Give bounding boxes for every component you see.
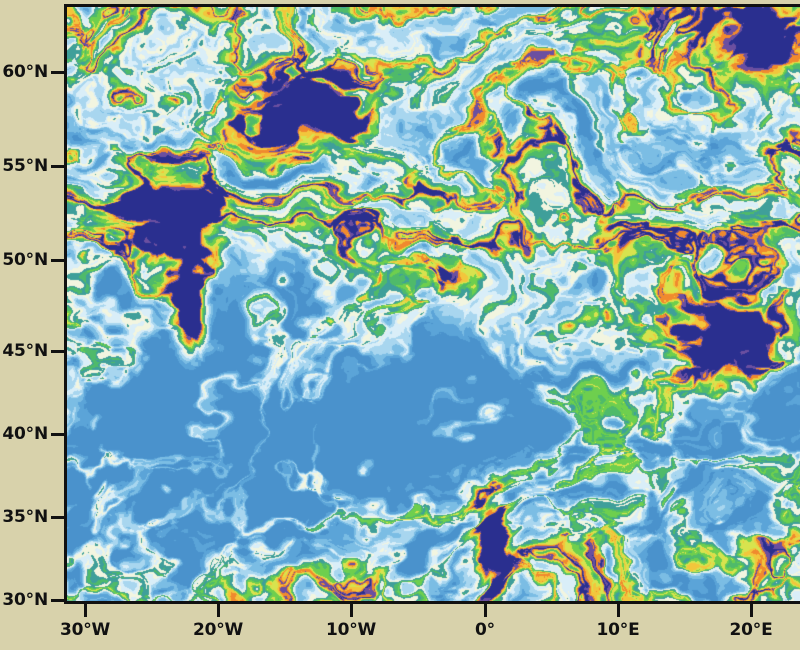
y-tick-label: 50°N bbox=[2, 250, 48, 270]
x-tick-label: 0° bbox=[475, 620, 495, 640]
y-tick-mark bbox=[51, 433, 64, 436]
x-tick-label: 20°W bbox=[192, 620, 244, 640]
x-tick-mark bbox=[750, 604, 753, 617]
y-tick-label: 45°N bbox=[2, 341, 48, 361]
map-plot-area[interactable] bbox=[64, 4, 800, 604]
y-tick-mark bbox=[51, 165, 64, 168]
y-tick-mark bbox=[51, 259, 64, 262]
x-tick-label: 10°W bbox=[325, 620, 377, 640]
y-tick-mark bbox=[51, 71, 64, 74]
y-tick-label: 40°N bbox=[2, 424, 48, 444]
x-tick-mark bbox=[350, 604, 353, 617]
y-tick-label: 55°N bbox=[2, 156, 48, 176]
contour-field-canvas bbox=[67, 7, 800, 601]
y-tick-label: 35°N bbox=[2, 507, 48, 527]
x-tick-label: 10°E bbox=[596, 620, 640, 640]
y-tick-mark bbox=[51, 516, 64, 519]
y-tick-mark bbox=[51, 350, 64, 353]
y-tick-label: 60°N bbox=[2, 62, 48, 82]
x-tick-mark bbox=[484, 604, 487, 617]
y-tick-mark bbox=[51, 599, 64, 602]
x-tick-label: 30°W bbox=[59, 620, 111, 640]
x-tick-label: 20°E bbox=[729, 620, 773, 640]
x-tick-mark bbox=[617, 604, 620, 617]
x-tick-mark bbox=[217, 604, 220, 617]
x-tick-mark bbox=[84, 604, 87, 617]
y-tick-label: 30°N bbox=[2, 590, 48, 610]
